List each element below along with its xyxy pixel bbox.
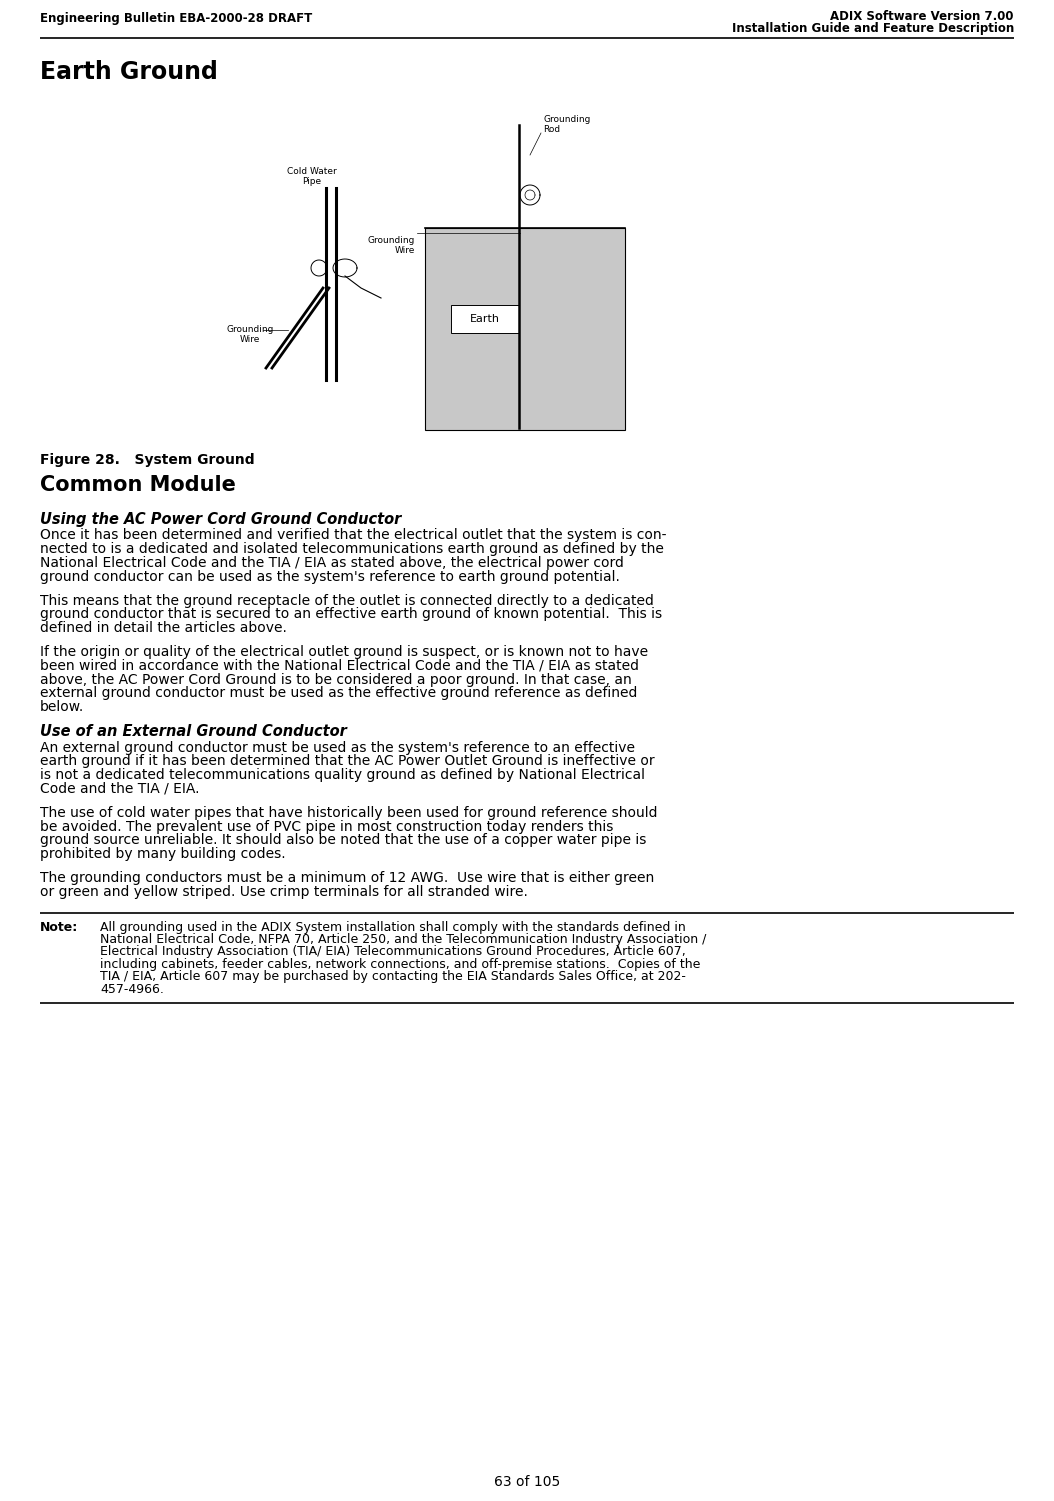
Text: Installation Guide and Feature Description: Installation Guide and Feature Descripti…	[731, 23, 1014, 35]
Text: The grounding conductors must be a minimum of 12 AWG.  Use wire that is either g: The grounding conductors must be a minim…	[40, 871, 655, 886]
Text: Using the AC Power Cord Ground Conductor: Using the AC Power Cord Ground Conductor	[40, 512, 402, 527]
Bar	[425, 228, 625, 429]
Text: Earth: Earth	[470, 314, 500, 324]
Text: National Electrical Code, NFPA 70, Article 250, and the Telecommunication Indust: National Electrical Code, NFPA 70, Artic…	[100, 934, 706, 946]
Text: An external ground conductor must be used as the system's reference to an effect: An external ground conductor must be use…	[40, 740, 636, 755]
Text: been wired in accordance with the National Electrical Code and the TIA / EIA as : been wired in accordance with the Nation…	[40, 659, 639, 672]
Text: earth ground if it has been determined that the AC Power Outlet Ground is ineffe: earth ground if it has been determined t…	[40, 755, 655, 769]
Text: Once it has been determined and verified that the electrical outlet that the sys: Once it has been determined and verified…	[40, 528, 666, 542]
Text: ground conductor can be used as the system's reference to earth ground potential: ground conductor can be used as the syst…	[40, 570, 620, 584]
Text: Earth Ground: Earth Ground	[40, 60, 218, 84]
Text: 457-4966.: 457-4966.	[100, 983, 164, 995]
Text: If the origin or quality of the electrical outlet ground is suspect, or is known: If the origin or quality of the electric…	[40, 645, 648, 659]
Text: above, the AC Power Cord Ground is to be considered a poor ground. In that case,: above, the AC Power Cord Ground is to be…	[40, 672, 631, 686]
Text: 63 of 105: 63 of 105	[494, 1475, 560, 1489]
Text: Code and the TIA / EIA.: Code and the TIA / EIA.	[40, 782, 199, 796]
Text: ADIX Software Version 7.00: ADIX Software Version 7.00	[831, 11, 1014, 23]
Text: Engineering Bulletin EBA-2000-28 DRAFT: Engineering Bulletin EBA-2000-28 DRAFT	[40, 12, 312, 26]
Text: Figure 28.   System Ground: Figure 28. System Ground	[40, 453, 255, 467]
Text: Cold Water
Pipe: Cold Water Pipe	[287, 167, 337, 186]
Text: be avoided. The prevalent use of PVC pipe in most construction today renders thi: be avoided. The prevalent use of PVC pip…	[40, 820, 613, 833]
Text: is not a dedicated telecommunications quality ground as defined by National Elec: is not a dedicated telecommunications qu…	[40, 769, 645, 782]
Text: Use of an External Ground Conductor: Use of an External Ground Conductor	[40, 723, 347, 738]
Text: prohibited by many building codes.: prohibited by many building codes.	[40, 847, 286, 862]
Text: ground source unreliable. It should also be noted that the use of a copper water: ground source unreliable. It should also…	[40, 833, 646, 848]
Text: external ground conductor must be used as the effective ground reference as defi: external ground conductor must be used a…	[40, 686, 638, 701]
Bar	[451, 305, 519, 333]
Text: The use of cold water pipes that have historically been used for ground referenc: The use of cold water pipes that have hi…	[40, 806, 658, 820]
Text: Note:: Note:	[40, 920, 78, 934]
Text: ground conductor that is secured to an effective earth ground of known potential: ground conductor that is secured to an e…	[40, 608, 662, 621]
Text: nected to is a dedicated and isolated telecommunications earth ground as defined: nected to is a dedicated and isolated te…	[40, 542, 664, 557]
Text: Grounding
Wire: Grounding Wire	[227, 326, 274, 344]
Text: Electrical Industry Association (TIA/ EIA) Telecommunications Ground Procedures,: Electrical Industry Association (TIA/ EI…	[100, 946, 686, 959]
Text: National Electrical Code and the TIA / EIA as stated above, the electrical power: National Electrical Code and the TIA / E…	[40, 555, 624, 570]
Text: defined in detail the articles above.: defined in detail the articles above.	[40, 621, 287, 635]
Text: All grounding used in the ADIX System installation shall comply with the standar: All grounding used in the ADIX System in…	[100, 920, 686, 934]
Text: or green and yellow striped. Use crimp terminals for all stranded wire.: or green and yellow striped. Use crimp t…	[40, 884, 528, 899]
Text: This means that the ground receptacle of the outlet is connected directly to a d: This means that the ground receptacle of…	[40, 594, 653, 608]
Text: Common Module: Common Module	[40, 474, 236, 495]
Text: below.: below.	[40, 701, 84, 714]
Text: TIA / EIA, Article 607 may be purchased by contacting the EIA Standards Sales Of: TIA / EIA, Article 607 may be purchased …	[100, 970, 686, 983]
Text: including cabinets, feeder cables, network connections, and off-premise stations: including cabinets, feeder cables, netwo…	[100, 958, 701, 971]
Text: Grounding
Wire: Grounding Wire	[368, 236, 415, 255]
Text: Grounding
Rod: Grounding Rod	[543, 116, 590, 135]
